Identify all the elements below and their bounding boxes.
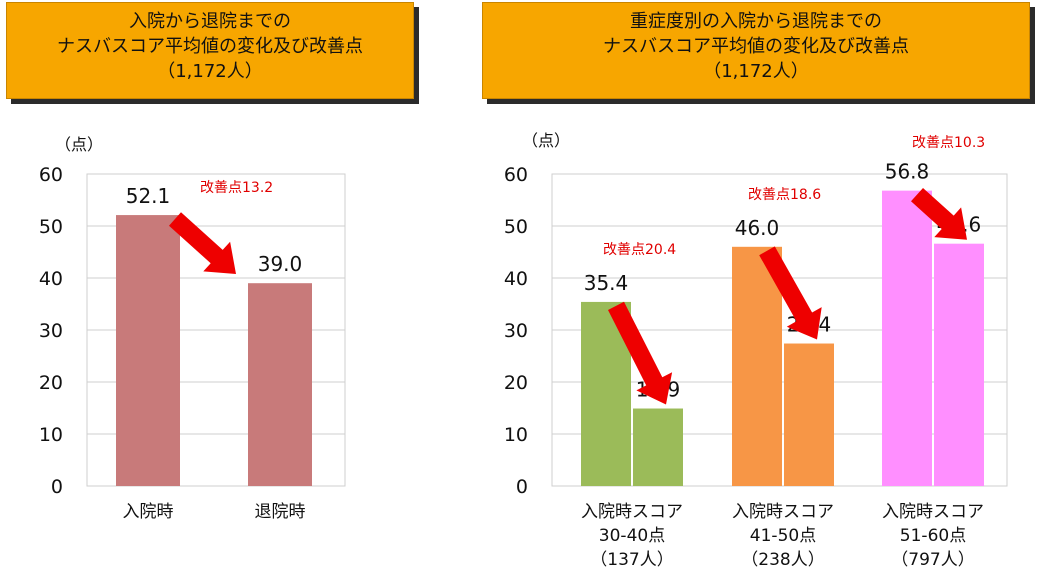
right-category-label: （238人） <box>741 550 824 570</box>
left-ytick-label: 10 <box>39 424 63 446</box>
right-bar <box>882 190 932 486</box>
right-ytick-label: 60 <box>504 164 528 186</box>
left-improvement-arrow <box>169 212 236 274</box>
right-bar <box>732 246 782 486</box>
right-improvement-label: 改善点10.3 <box>912 135 985 151</box>
left-bar <box>248 283 312 486</box>
right-chart-title: 重症度別の入院から退院までの ナスバスコア平均値の変化及び改善点 （1,172人… <box>482 2 1030 99</box>
right-bar <box>934 243 984 486</box>
left-chart-title: 入院から退院までの ナスバスコア平均値の変化及び改善点 （1,172人） <box>6 2 414 99</box>
right-improvement-label: 改善点20.4 <box>603 242 676 258</box>
right-bar <box>633 408 683 486</box>
right-ytick-label: 30 <box>504 320 528 342</box>
right-bar-value-label: 35.4 <box>584 271 629 295</box>
left-ytick-label: 20 <box>39 372 63 394</box>
left-title-line-3: （1,172人） <box>157 61 263 82</box>
right-category-label: 41-50点 <box>750 526 816 546</box>
right-category-label: 30-40点 <box>599 526 665 546</box>
left-y-unit-label: （点） <box>55 135 103 154</box>
left-ytick-label: 40 <box>39 268 63 290</box>
right-ytick-label: 10 <box>504 424 528 446</box>
right-category-label: 入院時スコア <box>732 502 834 522</box>
right-category-label: （797人） <box>891 550 974 570</box>
right-bar-value-label: 56.8 <box>885 160 930 184</box>
right-category-label: （137人） <box>590 550 673 570</box>
right-category-label: 51-60点 <box>900 526 966 546</box>
right-title-line-2: ナスバスコア平均値の変化及び改善点 <box>603 36 909 57</box>
left-ytick-label: 60 <box>39 164 63 186</box>
right-ytick-label: 20 <box>504 372 528 394</box>
left-ytick-label: 50 <box>39 216 63 238</box>
right-title-line-1: 重症度別の入院から退院までの <box>630 11 882 32</box>
right-improvement-arrow <box>608 301 673 405</box>
left-bar <box>116 215 180 486</box>
left-improvement-label: 改善点13.2 <box>200 180 273 196</box>
right-category-label: 入院時スコア <box>581 502 683 522</box>
left-category-label: 退院時 <box>255 502 306 522</box>
right-ytick-label: 0 <box>516 476 528 498</box>
right-title-line-3: （1,172人） <box>703 61 809 82</box>
left-bar-value-label: 39.0 <box>258 252 303 276</box>
right-improvement-arrow <box>759 246 822 340</box>
left-title-line-2: ナスバスコア平均値の変化及び改善点 <box>57 36 363 57</box>
right-improvement-label: 改善点18.6 <box>748 187 821 203</box>
left-title-line-1: 入院から退院までの <box>129 11 291 32</box>
left-category-label: 入院時 <box>123 502 174 522</box>
right-chart: 0102030405060（点）35.414.9改善点20.4入院時スコア30-… <box>504 131 1008 570</box>
right-bar-value-label: 46.0 <box>735 216 780 240</box>
right-ytick-label: 40 <box>504 268 528 290</box>
right-category-label: 入院時スコア <box>882 502 984 522</box>
left-ytick-label: 0 <box>51 476 63 498</box>
left-chart: 0 10 20 30 40 50 60 （点） 52.1 入院時 39.0 退院時 改善点13.2 <box>39 135 346 522</box>
left-ytick-label: 30 <box>39 320 63 342</box>
right-improvement-arrow <box>911 188 967 240</box>
right-ytick-label: 50 <box>504 216 528 238</box>
right-y-unit-label: （点） <box>522 131 570 150</box>
right-bar <box>784 343 834 486</box>
left-bar-value-label: 52.1 <box>126 184 171 208</box>
